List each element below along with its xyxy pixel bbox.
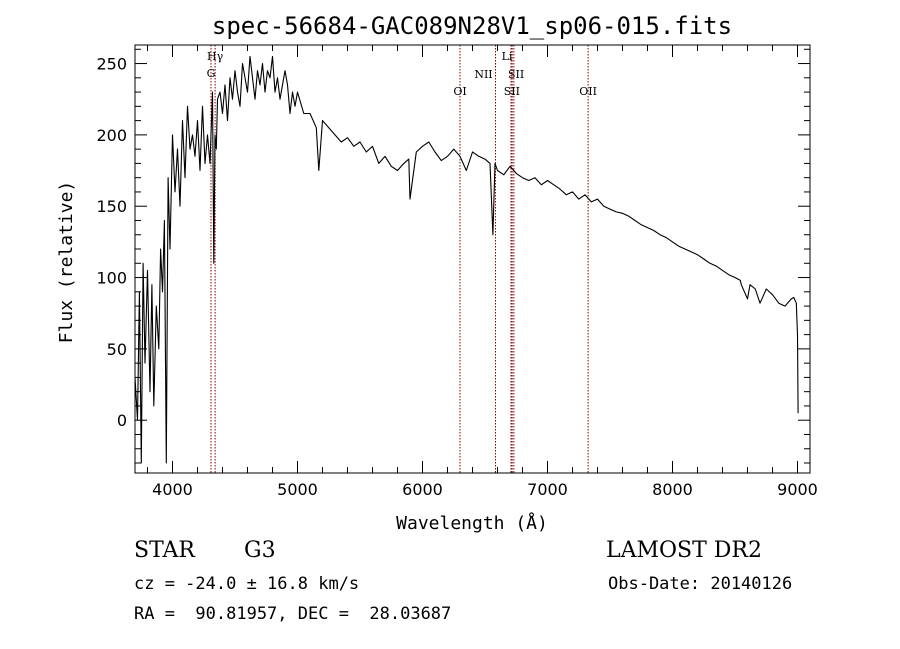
line-marker-label: SII — [504, 85, 520, 98]
object-subclass-label: G3 — [244, 538, 276, 563]
x-axis: 4000 5000 6000 7000 8000 9000 — [147, 45, 818, 499]
x-axis-label: Wavelength (Å) — [396, 512, 548, 534]
y-tick-label: 250 — [96, 55, 127, 74]
y-tick-label: 150 — [96, 197, 127, 216]
line-marker-label: NII — [474, 68, 492, 81]
line-marker-label: OI — [453, 85, 466, 98]
x-tick-label: 8000 — [652, 480, 693, 499]
y-tick-label: 0 — [117, 411, 127, 430]
line-marker-label: SII — [508, 68, 524, 81]
line-marker-label: G — [207, 67, 216, 80]
chart-title: spec-56684-GAC089N28V1_sp06-015.fits — [212, 12, 732, 40]
obs-date-label: Obs-Date: 20140126 — [608, 574, 793, 594]
y-axis: 0 50 100 150 200 250 — [96, 48, 810, 464]
x-tick-label: 9000 — [777, 480, 818, 499]
x-tick-label: 4000 — [152, 480, 193, 499]
x-tick-label: 7000 — [527, 480, 568, 499]
spectrum-line — [134, 55, 799, 464]
line-marker-label: Hγ — [207, 50, 224, 63]
survey-label: LAMOST DR2 — [606, 538, 762, 563]
x-tick-label: 6000 — [402, 480, 443, 499]
y-tick-label: 100 — [96, 269, 127, 288]
object-class-label: STAR — [134, 538, 195, 563]
redshift-label: cz = -24.0 ± 16.8 km/s — [134, 574, 360, 594]
y-tick-label: 50 — [107, 340, 127, 359]
x-tick-label: 5000 — [277, 480, 318, 499]
line-marker-label: OII — [579, 85, 597, 98]
y-tick-label: 200 — [96, 126, 127, 145]
emission-line-markers: G Hγ OI NII Li SII SII OII — [207, 45, 597, 473]
y-axis-label: Flux (relative) — [56, 181, 77, 344]
plot-frame — [134, 44, 811, 474]
line-marker-label: Li — [502, 50, 513, 63]
coordinates-label: RA = 90.81957, DEC = 28.03687 — [134, 604, 452, 624]
